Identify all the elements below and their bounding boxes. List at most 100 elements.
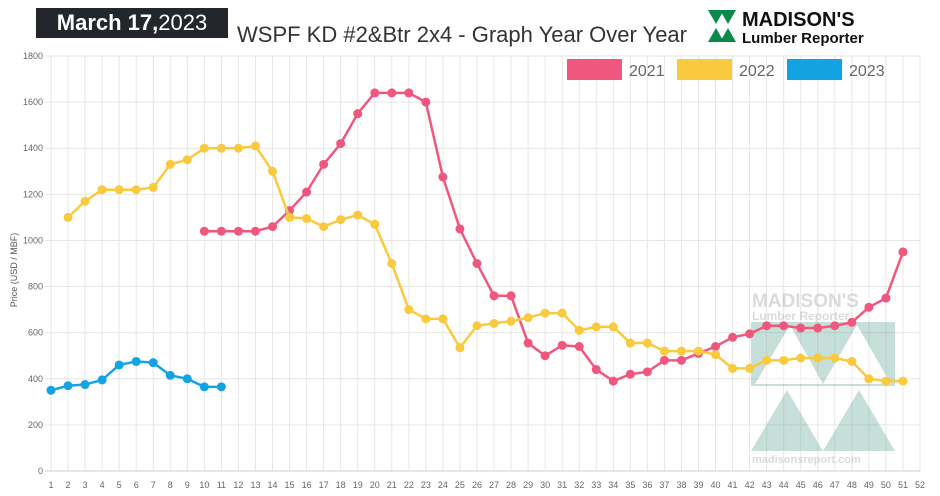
- data-point-2022: [659, 346, 669, 356]
- data-point-2021: [302, 187, 312, 197]
- x-tick-label: 23: [421, 480, 431, 490]
- svg-text:madisonsreport.com: madisonsreport.com: [752, 454, 861, 466]
- data-point-2021: [319, 159, 329, 169]
- chart-title: WSPF KD #2&Btr 2x4 - Graph Year Over Yea…: [237, 22, 687, 47]
- data-point-2022: [370, 219, 380, 229]
- data-point-2022: [131, 185, 141, 195]
- data-point-2022: [796, 353, 806, 363]
- y-tick-label: 400: [28, 374, 43, 384]
- data-point-2021: [353, 109, 363, 119]
- data-point-2022: [353, 210, 363, 220]
- data-point-2023: [131, 356, 141, 366]
- data-point-2022: [165, 159, 175, 169]
- data-point-2022: [455, 343, 465, 353]
- data-point-2021: [625, 369, 635, 379]
- data-point-2021: [233, 226, 243, 236]
- x-tick-label: 15: [285, 480, 295, 490]
- data-point-2021: [659, 355, 669, 365]
- x-tick-label: 14: [268, 480, 278, 490]
- x-tick-label: 21: [387, 480, 397, 490]
- date-badge: March 17,2023: [36, 8, 228, 38]
- data-point-2021: [421, 97, 431, 107]
- x-tick-label: 8: [168, 480, 173, 490]
- x-tick-label: 48: [847, 480, 857, 490]
- data-point-2021: [864, 302, 874, 312]
- y-tick-label: 1800: [23, 51, 43, 61]
- data-point-2022: [489, 318, 499, 328]
- x-tick-label: 52: [915, 480, 925, 490]
- madisons-logo: MADISON'S Lumber Reporter: [708, 9, 864, 46]
- data-point-2022: [847, 356, 857, 366]
- x-tick-label: 18: [336, 480, 346, 490]
- x-tick-label: 7: [151, 480, 156, 490]
- data-point-2022: [830, 353, 840, 363]
- data-point-2021: [847, 317, 857, 327]
- data-point-2023: [216, 382, 226, 392]
- data-point-2022: [591, 322, 601, 332]
- date-year: 2023: [158, 10, 208, 35]
- data-point-2022: [523, 313, 533, 323]
- date-text: March 17,: [56, 10, 159, 35]
- legend-label-2023: 2023: [849, 63, 885, 80]
- data-point-2022: [625, 338, 635, 348]
- data-point-2022: [676, 346, 686, 356]
- y-tick-label: 200: [28, 420, 43, 430]
- x-tick-label: 47: [830, 480, 840, 490]
- x-tick-label: 19: [353, 480, 363, 490]
- axes: 1 2 3 4 5 6 7 8 9 10 11 12 13 14 15 16 17 18 19 20 21 22 23 24 2…: [23, 51, 925, 490]
- legend-label-2021: 2021: [629, 63, 665, 80]
- x-tick-label: 35: [625, 480, 635, 490]
- x-tick-label: 46: [813, 480, 823, 490]
- svg-text:Lumber Reporter: Lumber Reporter: [752, 309, 850, 323]
- legend: 2021 2022 2023: [567, 59, 885, 80]
- data-point-2021: [898, 247, 908, 257]
- data-point-2022: [319, 222, 329, 232]
- legend-swatch-2022: [677, 59, 732, 80]
- data-point-2022: [250, 141, 260, 151]
- data-point-2021: [387, 88, 397, 98]
- data-point-2022: [97, 185, 107, 195]
- data-point-2022: [63, 212, 73, 222]
- data-point-2023: [80, 380, 90, 390]
- data-point-2022: [233, 143, 243, 153]
- data-point-2022: [642, 338, 652, 348]
- data-point-2021: [796, 323, 806, 333]
- x-tick-label: 28: [506, 480, 516, 490]
- data-point-2022: [182, 155, 192, 165]
- data-point-2022: [540, 308, 550, 318]
- data-point-2022: [728, 363, 738, 373]
- x-tick-label: 24: [438, 480, 448, 490]
- x-tick-label: 42: [745, 480, 755, 490]
- data-point-2021: [523, 338, 533, 348]
- data-point-2023: [46, 385, 56, 395]
- data-point-2023: [182, 374, 192, 384]
- x-tick-label: 51: [898, 480, 908, 490]
- x-tick-label: 12: [233, 480, 243, 490]
- data-point-2022: [813, 353, 823, 363]
- data-point-2021: [813, 323, 823, 333]
- x-tick-label: 27: [489, 480, 499, 490]
- data-point-2022: [864, 374, 874, 384]
- data-point-2022: [216, 143, 226, 153]
- data-point-2022: [881, 376, 891, 386]
- data-point-2023: [165, 370, 175, 380]
- data-point-2021: [336, 139, 346, 149]
- data-point-2022: [574, 325, 584, 335]
- y-tick-label: 0: [38, 466, 43, 476]
- data-point-2021: [830, 321, 840, 331]
- data-point-2022: [268, 166, 278, 176]
- data-point-2021: [455, 224, 465, 234]
- x-tick-label: 44: [779, 480, 789, 490]
- data-point-2021: [676, 355, 686, 365]
- data-point-2021: [728, 332, 738, 342]
- x-tick-label: 6: [134, 480, 139, 490]
- x-tick-label: 26: [472, 480, 482, 490]
- x-tick-label: 34: [608, 480, 618, 490]
- data-point-2022: [472, 321, 482, 331]
- grid: [45, 55, 921, 472]
- data-point-2022: [745, 363, 755, 373]
- x-tick-label: 1: [48, 480, 53, 490]
- x-tick-label: 29: [523, 480, 533, 490]
- x-tick-label: 50: [881, 480, 891, 490]
- data-point-2021: [404, 88, 414, 98]
